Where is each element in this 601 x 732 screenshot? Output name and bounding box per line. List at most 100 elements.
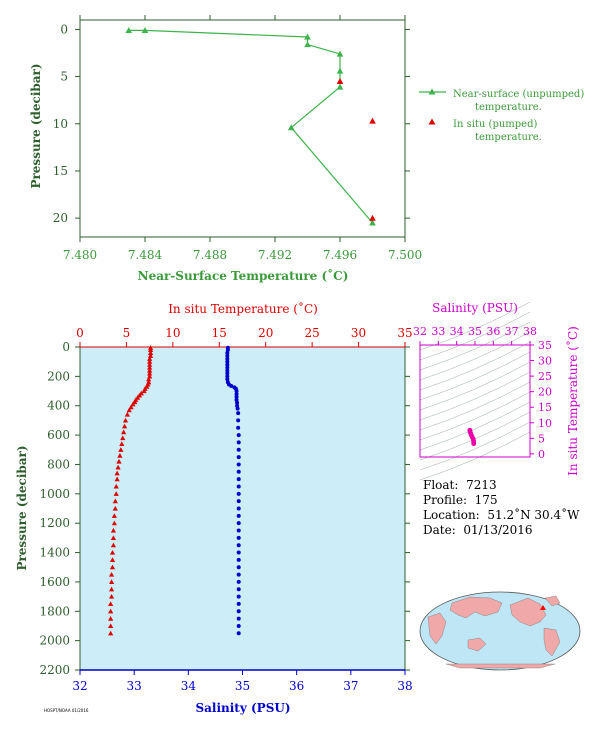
float-info: Float: 7213 Profile: 175 Location: 51.2˚… [423, 478, 579, 538]
temperature-point [147, 356, 153, 361]
temperature-point [147, 373, 153, 379]
temperature-ticks: 0 5 10 15 20 25 30 35 [76, 326, 413, 347]
salinity-point [235, 406, 240, 411]
temperature-point [124, 411, 130, 417]
density-contour [419, 331, 531, 381]
x-tick-label: 7.480 [63, 248, 97, 262]
salinity-point [236, 550, 241, 555]
x-tick-label: 7.500 [388, 248, 422, 262]
temperature-point [109, 549, 116, 555]
density-contour [419, 361, 531, 411]
salinity-point [236, 447, 241, 452]
y-tick-label: 15 [53, 164, 68, 178]
x-tick-label: 7.492 [258, 248, 292, 262]
date-label: Date: [423, 523, 456, 537]
legend-marker-unpumped [428, 88, 436, 95]
ts-points [467, 427, 477, 447]
salinity-point [236, 411, 241, 416]
y-tick-label: 5 [60, 70, 68, 84]
x-tick-label: 7.488 [193, 248, 227, 262]
temperature-point [109, 557, 116, 562]
temperature-point [111, 520, 117, 526]
temperature-tick-label: 25 [305, 326, 320, 340]
location-row: Location: 51.2˚N 30.4˚W [423, 508, 579, 523]
near-surface-y-ticks: 0 5 10 15 20 [53, 22, 410, 225]
salinity-point [225, 362, 230, 367]
x-tick-label: 7.496 [323, 248, 357, 262]
salinity-point [225, 365, 230, 370]
temperature-point [121, 429, 127, 435]
near-surface-x-ticks: 7.480 7.484 7.488 7.492 7.496 7.500 [63, 15, 422, 262]
salinity-point [236, 513, 241, 518]
salinity-point [236, 631, 241, 636]
salinity-point [236, 469, 241, 474]
y-tick-label: 800 [47, 457, 70, 471]
temperature-point [147, 359, 153, 364]
temperature-point [119, 441, 125, 446]
world-location-map [419, 591, 581, 671]
location-value: 51.2˚N 30.4˚W [487, 508, 580, 522]
temperature-point [117, 453, 123, 458]
temperature-point [128, 404, 134, 410]
temperature-point [108, 616, 114, 621]
ts-x-tick-label: 35 [468, 325, 482, 338]
salinity-point [225, 359, 230, 364]
ts-y-tick-label: 15 [538, 401, 552, 414]
density-contour [419, 311, 531, 361]
ts-point [471, 441, 477, 447]
y-tick-label: 2200 [39, 663, 70, 677]
salinity-point [236, 594, 241, 599]
salinity-tick-label: 32 [72, 679, 87, 693]
ts-y-tick-label: 25 [538, 370, 552, 383]
float-id-label: Float: [423, 478, 459, 492]
ts-y-tick-label: 20 [538, 386, 552, 399]
temperature-point [121, 423, 128, 429]
ts-y-tick-label: 5 [538, 432, 545, 445]
ts-x-tick-label: 36 [486, 325, 500, 338]
ts-salinity-label: Salinity (PSU) [432, 301, 518, 315]
y-tick-label: 200 [47, 369, 70, 383]
temperature-point [114, 470, 120, 476]
temperature-point [113, 483, 119, 489]
ts-y-tick-label: 30 [538, 355, 552, 368]
salinity-point [225, 353, 230, 358]
temperature-point [110, 527, 117, 533]
temperature-tick-label: 5 [123, 326, 131, 340]
salinity-point [236, 587, 241, 592]
unpumped-temperature-point [304, 41, 311, 48]
ts-x-tick-label: 32 [413, 325, 427, 338]
salinity-point [236, 433, 241, 438]
y-tick-label: 1200 [39, 516, 70, 530]
unpumped-temperature-point [287, 124, 295, 131]
salinity-point [235, 400, 240, 405]
temperature-point [108, 586, 115, 592]
temperature-point [108, 579, 115, 584]
ts-y-tick-label: 10 [538, 417, 552, 430]
salinity-point [236, 557, 241, 562]
salinity-point [229, 383, 234, 388]
credit-text: HOSPT/NOAA 01/2016 [44, 708, 89, 713]
legend-label-unpumped-line1: Near-surface (unpumped) [453, 89, 584, 100]
float-location-marker-icon [540, 605, 546, 610]
legend-label-pumped-line2: temperature. [475, 132, 542, 143]
density-contour [419, 301, 531, 351]
map-land-greenland [544, 595, 561, 607]
salinity-point [236, 418, 241, 423]
salinity-point [234, 391, 239, 396]
temperature-point [110, 535, 117, 540]
salinity-point [236, 491, 241, 496]
unpumped-temperature-point [336, 50, 344, 57]
ts-x-tick-label: 38 [523, 325, 537, 338]
temperature-point [108, 623, 114, 629]
temperature-tick-label: 10 [165, 326, 180, 340]
near-surface-series [125, 27, 376, 226]
profile-value: 175 [474, 493, 498, 507]
salinity-axis-label: Salinity (PSU) [195, 701, 290, 715]
pumped-temperature-point [369, 117, 376, 124]
temperature-point [112, 498, 118, 504]
y-tick-label: 2000 [39, 634, 70, 648]
y-tick-label: 400 [47, 399, 70, 413]
temperature-point [113, 491, 119, 496]
profile-y-axis-label: Pressure (decibar) [15, 445, 29, 570]
